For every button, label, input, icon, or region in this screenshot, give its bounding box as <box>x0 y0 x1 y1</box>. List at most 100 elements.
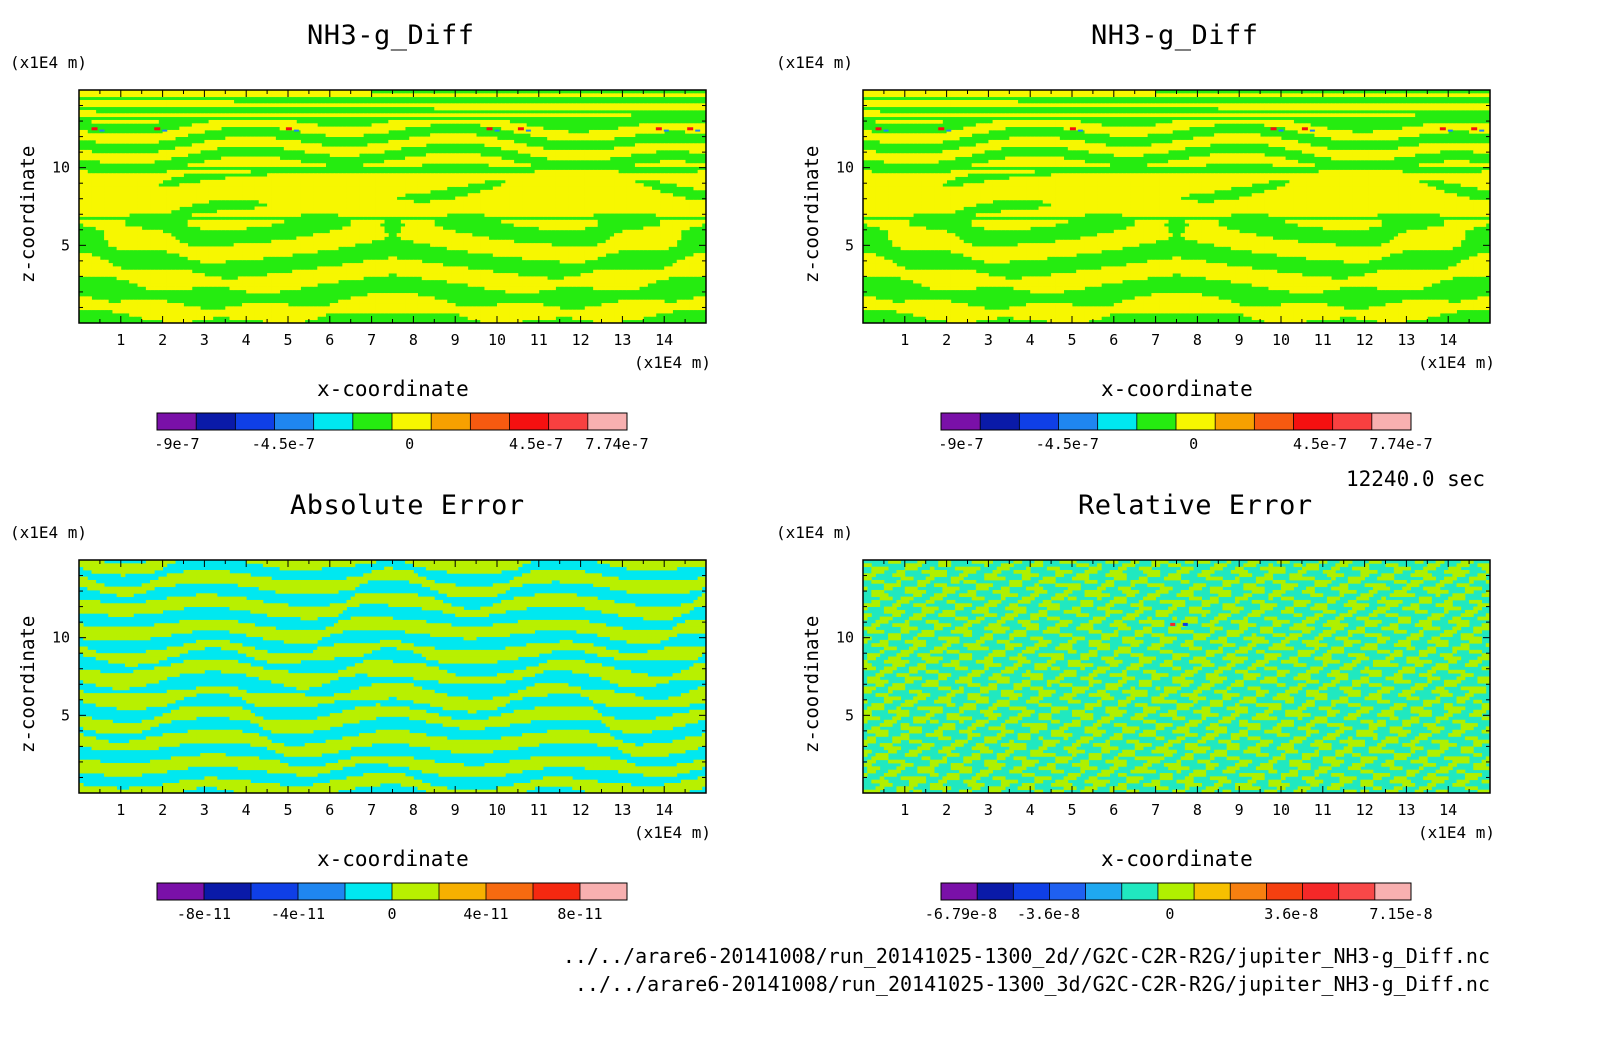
heatmap-cell <box>196 187 201 191</box>
heatmap-cell <box>472 160 477 164</box>
heatmap-cell <box>530 177 535 181</box>
heatmap-cell <box>280 203 285 207</box>
heatmap-cell <box>564 280 569 284</box>
heatmap-cell <box>92 133 97 137</box>
heatmap-cell <box>234 157 239 161</box>
heatmap-cell <box>330 147 335 151</box>
heatmap-cell <box>246 250 251 254</box>
heatmap-cell <box>204 93 209 97</box>
heatmap-cell <box>129 273 134 277</box>
heatmap-cell <box>535 207 540 211</box>
heatmap-cell <box>422 207 427 211</box>
heatmap-cell <box>388 263 393 267</box>
heatmap-cell <box>372 173 377 177</box>
heatmap-cell <box>380 207 385 211</box>
heatmap-cell <box>112 200 117 204</box>
heatmap-cell <box>142 157 147 161</box>
heatmap-cell <box>108 197 113 201</box>
heatmap-cell <box>401 200 406 204</box>
heatmap-cell <box>464 137 469 141</box>
heatmap-cell <box>388 180 393 184</box>
heatmap-cell <box>242 140 247 144</box>
heatmap-cell <box>204 103 209 107</box>
heatmap-cell <box>158 197 163 201</box>
heatmap-cell <box>384 293 389 297</box>
heatmap-cell <box>560 150 565 154</box>
heatmap-cell <box>409 296 414 300</box>
heatmap-cell <box>585 313 590 317</box>
heatmap-cell <box>384 180 389 184</box>
heatmap-cell <box>326 200 331 204</box>
heatmap-cell <box>108 173 113 177</box>
heatmap-cell <box>146 243 151 247</box>
heatmap-cell <box>200 310 205 314</box>
heatmap-cell <box>112 240 117 244</box>
heatmap-cell <box>489 240 494 244</box>
heatmap-cell <box>313 173 318 177</box>
heatmap-cell <box>468 207 473 211</box>
heatmap-cell <box>484 250 489 254</box>
heatmap-cell <box>476 313 481 317</box>
heatmap-cell <box>526 306 531 310</box>
heatmap-cell <box>301 123 306 127</box>
heatmap-cell <box>597 310 602 314</box>
heatmap-cell <box>200 183 205 187</box>
heatmap-cell <box>296 273 301 277</box>
heatmap-cell <box>489 310 494 314</box>
heatmap-cell <box>301 193 306 197</box>
heatmap-cell <box>313 203 318 207</box>
heatmap-cell <box>497 213 502 217</box>
heatmap-cell <box>275 210 280 214</box>
heatmap-cell <box>334 190 339 194</box>
heatmap-cell <box>146 160 151 164</box>
heatmap-cell <box>372 207 377 211</box>
heatmap-cell <box>447 200 452 204</box>
heatmap-cell <box>108 226 113 230</box>
heatmap-cell <box>217 220 222 224</box>
heatmap-cell <box>401 233 406 237</box>
heatmap-cell <box>133 193 138 197</box>
heatmap-cell <box>250 213 255 217</box>
heatmap-cell <box>255 190 260 194</box>
heatmap-cell <box>422 310 427 314</box>
heatmap-cell <box>326 180 331 184</box>
heatmap-cell <box>112 187 117 191</box>
heatmap-cell <box>451 173 456 177</box>
heatmap-cell <box>317 190 322 194</box>
heatmap-cell <box>493 286 498 290</box>
heatmap-cell <box>246 280 251 284</box>
heatmap-cell <box>556 283 561 287</box>
heatmap-cell <box>280 220 285 224</box>
heatmap-cell <box>518 187 523 191</box>
heatmap-cell <box>510 313 515 317</box>
heatmap-cell <box>363 190 368 194</box>
heatmap-cell <box>393 300 398 304</box>
heatmap-cell <box>367 223 372 227</box>
heatmap-cell <box>455 233 460 237</box>
heatmap-cell <box>234 213 239 217</box>
heatmap-cell <box>618 147 623 151</box>
heatmap-cell <box>142 230 147 234</box>
heatmap-cell <box>430 153 435 157</box>
heatmap-cell <box>83 110 88 114</box>
heatmap-cell <box>200 127 205 131</box>
heatmap-cell <box>468 233 473 237</box>
heatmap-cell <box>146 310 151 314</box>
heatmap-cell <box>200 280 205 284</box>
heatmap-cell <box>179 133 184 137</box>
heatmap-cell <box>217 113 222 117</box>
heatmap-cell <box>422 123 427 127</box>
heatmap-cell <box>564 150 569 154</box>
heatmap-cell <box>526 190 531 194</box>
heatmap-cell <box>301 130 306 134</box>
heatmap-cell <box>184 183 189 187</box>
heatmap-cell <box>225 197 230 201</box>
heatmap-cell <box>627 173 632 177</box>
heatmap-cell <box>556 157 561 161</box>
heatmap-cell <box>393 143 398 147</box>
heatmap-cell <box>426 190 431 194</box>
heatmap-cell <box>129 93 134 97</box>
heatmap-cell <box>372 193 377 197</box>
heatmap-cell <box>275 93 280 97</box>
heatmap-cell <box>560 250 565 254</box>
